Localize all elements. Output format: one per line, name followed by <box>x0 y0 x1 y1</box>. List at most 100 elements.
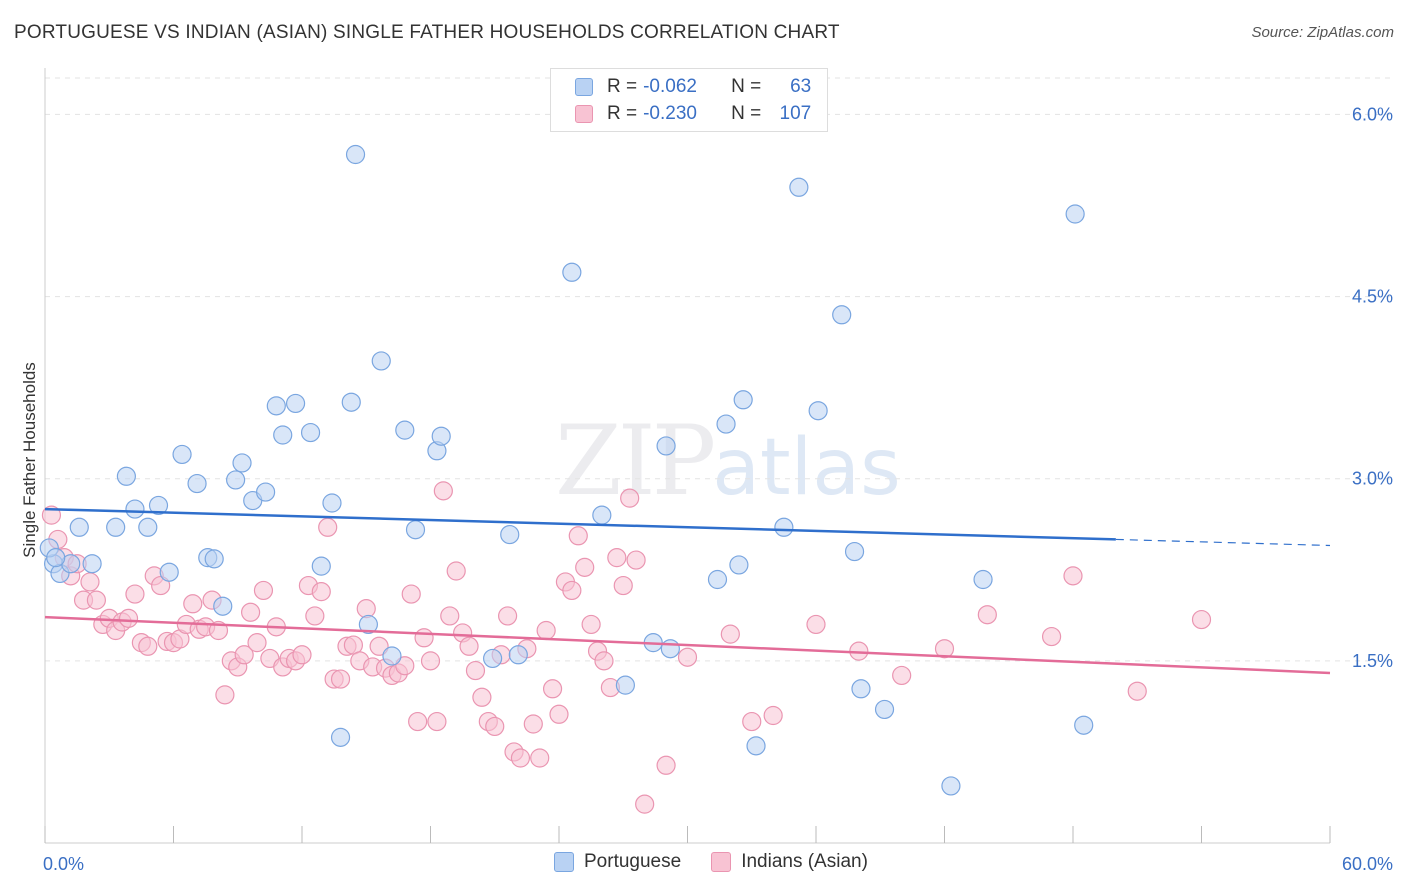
x-tick-label: 0.0% <box>43 854 84 874</box>
source-label: Source: ZipAtlas.com <box>1251 24 1394 41</box>
portuguese-point <box>266 396 286 416</box>
portuguese-point <box>973 569 993 590</box>
portuguese-point <box>483 648 503 669</box>
legend-r-label: R = <box>607 76 638 97</box>
indian-point <box>215 685 235 705</box>
y-tick-label: 4.5% <box>1352 287 1393 307</box>
indian-point <box>440 606 460 626</box>
portuguese-point <box>226 470 246 490</box>
indian-point <box>1191 609 1212 630</box>
portuguese-trend-extension <box>1115 538 1331 547</box>
indian-point <box>977 605 997 625</box>
indian-trend-line <box>44 615 1331 675</box>
portuguese-point <box>341 392 361 412</box>
indian-point <box>292 645 312 665</box>
indian-point <box>677 647 698 667</box>
y-tick-label: 3.0% <box>1352 469 1393 489</box>
indian-point <box>1063 566 1083 586</box>
portuguese-point <box>431 426 451 446</box>
portuguese-point <box>172 444 192 465</box>
indian-point <box>720 624 740 644</box>
indian-point <box>401 584 421 604</box>
indian-point <box>1127 681 1147 701</box>
indian-point <box>253 580 274 601</box>
portuguese-trend-line <box>44 507 1116 541</box>
indian-point <box>581 614 601 635</box>
indian-point <box>318 517 338 537</box>
indian-point <box>656 755 676 775</box>
portuguese-point <box>733 390 753 410</box>
indian-point <box>562 580 582 601</box>
portuguese-point <box>508 645 528 665</box>
legend-item-portuguese: Portuguese <box>554 851 681 873</box>
indian-point <box>542 679 563 699</box>
indian-point <box>305 606 325 626</box>
x-tick-label: 60.0% <box>1342 854 1393 874</box>
indian-point <box>420 651 441 671</box>
indian-point <box>485 716 505 737</box>
portuguese-point <box>204 549 224 569</box>
indian-point <box>510 748 531 768</box>
portuguese-point <box>562 262 582 282</box>
indian-point <box>86 590 107 610</box>
indian-point <box>427 711 447 732</box>
legend-n-label: N = <box>731 103 762 124</box>
y-tick-label: 6.0% <box>1352 104 1393 124</box>
portuguese-point <box>1065 204 1085 224</box>
portuguese-point <box>46 548 66 568</box>
indian-point <box>247 633 267 653</box>
portuguese-point <box>382 646 402 666</box>
indian-point <box>330 669 351 689</box>
indian-point <box>369 636 389 656</box>
portuguese-point <box>707 569 728 590</box>
legend-label-portuguese: Portuguese <box>584 851 682 872</box>
indian-point <box>530 748 550 768</box>
indian-point <box>80 572 100 592</box>
points-layer <box>39 144 1212 814</box>
indian-point <box>498 606 518 626</box>
portuguese-point <box>255 482 276 502</box>
legend-label-indians: Indians (Asian) <box>741 851 868 872</box>
indian-point <box>635 794 655 814</box>
indian-point <box>118 608 139 628</box>
legend-r-value: -0.230 <box>643 103 697 124</box>
legend-n-value: 63 <box>790 76 812 97</box>
indian-point <box>459 636 479 656</box>
indian-point <box>311 582 331 602</box>
indian-point <box>414 628 434 648</box>
portuguese-point <box>187 473 207 494</box>
portuguese-legend-swatch <box>554 852 574 872</box>
indian-point <box>763 705 783 726</box>
portuguese-point <box>69 517 89 537</box>
indian-point <box>234 645 254 665</box>
indian-point <box>568 526 588 546</box>
portuguese-point <box>213 596 233 616</box>
portuguese-point <box>371 351 391 371</box>
portuguese-point <box>874 699 895 720</box>
indian-point <box>356 599 376 619</box>
indian-point <box>465 660 486 681</box>
portuguese-point <box>615 675 635 695</box>
watermark-atlas: atlas <box>712 423 901 513</box>
portuguese-point <box>322 493 342 513</box>
portuguese-point <box>358 614 378 635</box>
portuguese-point <box>345 144 366 165</box>
portuguese-point <box>746 736 766 756</box>
indian-point <box>41 505 62 525</box>
chart-title: PORTUGUESE VS INDIAN (ASIAN) SINGLE FATH… <box>14 22 840 43</box>
indian-point <box>594 651 614 671</box>
indian-point <box>1041 626 1062 647</box>
portuguese-point <box>660 639 680 659</box>
indian-point <box>183 594 203 614</box>
portuguese-point <box>500 524 520 545</box>
indian-point <box>806 614 826 635</box>
indian-point <box>549 704 569 724</box>
axis-layer <box>44 68 1331 844</box>
portuguese-point <box>808 401 828 421</box>
portuguese-point <box>832 305 852 325</box>
portuguese-point <box>851 679 871 699</box>
portuguese-point <box>159 562 179 582</box>
portuguese-point <box>138 517 158 537</box>
legend-n-value: 107 <box>779 103 812 124</box>
portuguese-point <box>592 505 612 525</box>
